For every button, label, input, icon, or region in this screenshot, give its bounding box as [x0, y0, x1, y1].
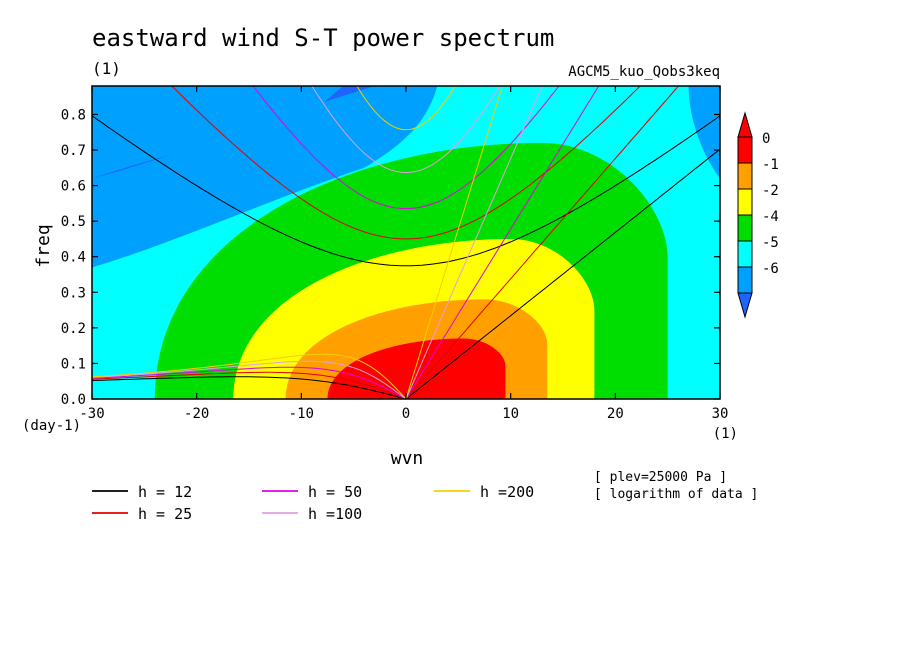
legend-label-h25: h = 25 — [138, 505, 192, 523]
colorbar-label-3: -4 — [762, 209, 779, 225]
colorbar-label-0: 0 — [762, 131, 770, 147]
y-tick-label-3: 0.3 — [61, 285, 86, 301]
dispersion-curve-h12 — [92, 115, 720, 399]
colorbar-label-2: -2 — [762, 183, 779, 199]
x-tick-label-0: -30 — [79, 406, 104, 422]
y-tick-label-8: 0.8 — [61, 107, 86, 123]
y-tick-label-6: 0.6 — [61, 179, 86, 195]
y-tick-label-1: 0.1 — [61, 356, 86, 372]
plot-area — [92, 86, 720, 399]
dispersion-curve-h100 — [92, 86, 543, 399]
colorbar: 0 -1 -2 -4 -5 -6 — [737, 111, 779, 319]
field-level-mid-blue-top — [92, 86, 344, 179]
x-axis-unit: (1) — [713, 426, 738, 442]
legend: h = 12 h = 25 h = 50 h =100 h =200 — [92, 483, 534, 523]
x-tick-label-3: 0 — [402, 406, 410, 422]
x-tick-label-2: -10 — [289, 406, 314, 422]
chart-subtitle-left: (1) — [92, 59, 121, 78]
y-tick-label-2: 0.2 — [61, 321, 86, 337]
dispersion-curve-h50 — [92, 86, 600, 399]
colorbar-arrow-top — [737, 111, 753, 138]
colorbar-segment-2 — [737, 188, 753, 216]
dispersion-curve-h200 — [92, 86, 503, 399]
colorbar-segment-3 — [737, 214, 753, 242]
colorbar-segment-4 — [737, 240, 753, 268]
colorbar-segment-5 — [737, 266, 753, 294]
colorbar-segment-0 — [737, 136, 753, 164]
x-tick-label-4: 10 — [502, 406, 519, 422]
x-tick-label-6: 30 — [712, 406, 729, 422]
colorbar-arrow-bottom — [737, 292, 753, 319]
y-tick-label-5: 0.5 — [61, 214, 86, 230]
legend-label-h100: h =100 — [308, 505, 362, 523]
dispersion-curve-h25 — [92, 86, 680, 399]
legend-label-h50: h = 50 — [308, 483, 362, 501]
note-logarithm: [ logarithm of data ] — [594, 487, 758, 502]
x-tick-label-5: 20 — [607, 406, 624, 422]
contour-level-0 — [327, 338, 506, 399]
x-axis-label: wvn — [391, 448, 424, 469]
chart-title: eastward wind S-T power spectrum — [92, 24, 554, 52]
y-tick-label-4: 0.4 — [61, 250, 86, 266]
chart-subtitle-right: AGCM5_kuo_Qobs3keq — [568, 64, 720, 80]
legend-label-h12: h = 12 — [138, 483, 192, 501]
y-tick-label-7: 0.7 — [61, 143, 86, 159]
y-axis-label: freq — [33, 224, 54, 267]
colorbar-label-4: -5 — [762, 235, 779, 251]
colorbar-label-5: -6 — [762, 261, 779, 277]
axes: -30 -20 -10 0 10 20 30 0.0 0.1 0.2 0.3 0.4 0.5 0.6 0.7… — [61, 86, 729, 422]
y-axis-unit: (day-1) — [22, 418, 81, 434]
x-tick-label-1: -20 — [184, 406, 209, 422]
colorbar-label-1: -1 — [762, 157, 779, 173]
colorbar-segment-1 — [737, 162, 753, 190]
note-plev: [ plev=25000 Pa ] — [594, 470, 727, 485]
y-tick-label-0: 0.0 — [61, 392, 86, 408]
legend-label-h200: h =200 — [480, 483, 534, 501]
